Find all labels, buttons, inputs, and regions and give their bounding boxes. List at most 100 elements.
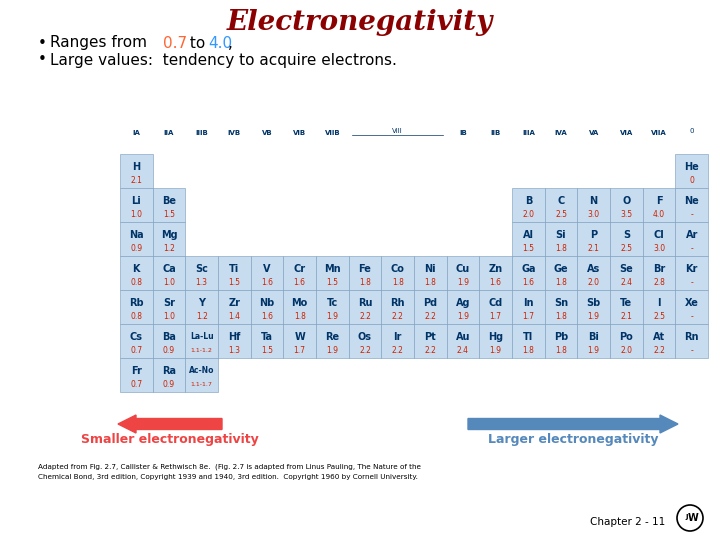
Text: V: V [264,264,271,274]
Text: Cs: Cs [130,332,143,342]
Text: 2.4: 2.4 [621,278,632,287]
Text: Pd: Pd [423,298,437,308]
Text: 1.2: 1.2 [196,312,207,321]
Text: Po: Po [619,332,633,342]
Bar [120,154,153,188]
Text: 1.6: 1.6 [522,278,534,287]
Text: 0.9: 0.9 [130,244,143,253]
Bar [480,324,512,358]
Text: 1.7: 1.7 [490,312,502,321]
Bar [544,188,577,222]
Text: 2.2: 2.2 [424,346,436,355]
Text: Li: Li [132,195,141,206]
Text: 1.5: 1.5 [261,346,273,355]
Text: Os: Os [358,332,372,342]
Text: 1.5: 1.5 [522,244,534,253]
Text: 1.8: 1.8 [523,346,534,355]
Bar [284,256,316,290]
Bar [675,290,708,324]
Text: Fr: Fr [131,366,142,376]
Text: 2.5: 2.5 [653,312,665,321]
Text: 0.7: 0.7 [163,36,187,51]
Text: 1.7: 1.7 [522,312,534,321]
Text: 1.0: 1.0 [130,210,143,219]
Text: 1.8: 1.8 [359,278,371,287]
Bar [643,290,675,324]
Bar [284,290,316,324]
Bar [446,324,480,358]
Bar [218,324,251,358]
Text: Tc: Tc [327,298,338,308]
Bar [414,324,446,358]
Bar [316,324,348,358]
Text: 1.3: 1.3 [228,346,240,355]
Text: 1.2: 1.2 [163,244,175,253]
Text: 2.2: 2.2 [392,346,404,355]
Text: IIB: IIB [490,130,501,136]
Text: Ne: Ne [684,195,699,206]
Bar [675,222,708,256]
Text: Ge: Ge [554,264,568,274]
Text: Y: Y [198,298,205,308]
Text: IIA: IIA [164,130,174,136]
Bar [577,188,610,222]
Text: Ca: Ca [162,264,176,274]
Text: Tl: Tl [523,332,534,342]
Text: Xe: Xe [685,298,698,308]
Bar [120,222,153,256]
Text: Cu: Cu [456,264,470,274]
Bar [414,256,446,290]
Text: 2.5: 2.5 [555,210,567,219]
Text: 1.1-1.2: 1.1-1.2 [191,348,212,353]
Text: Au: Au [456,332,470,342]
Text: 1.1-1.7: 1.1-1.7 [191,382,212,387]
Text: Large values:  tendency to acquire electrons.: Large values: tendency to acquire electr… [50,52,397,68]
Text: 2.0: 2.0 [588,278,600,287]
Text: 1.9: 1.9 [588,312,600,321]
Text: Electronegativity: Electronegativity [227,9,493,36]
Text: Sr: Sr [163,298,175,308]
Text: Ta: Ta [261,332,273,342]
Text: -: - [690,346,693,355]
Text: VIIA: VIIA [651,130,667,136]
Text: 1.8: 1.8 [555,312,567,321]
Bar [153,290,185,324]
Bar [643,222,675,256]
Text: 1.7: 1.7 [294,346,306,355]
Text: B: B [525,195,532,206]
Text: Fe: Fe [359,264,372,274]
Text: 0: 0 [689,176,694,185]
Text: 1.0: 1.0 [163,278,175,287]
Text: Ru: Ru [358,298,372,308]
Bar [218,290,251,324]
Bar [316,290,348,324]
Text: IIIB: IIIB [195,130,208,136]
Bar [348,256,382,290]
Text: Smaller electronegativity: Smaller electronegativity [81,434,259,447]
Text: Si: Si [556,230,567,240]
Text: As: As [587,264,600,274]
Bar [185,256,218,290]
Text: 1.9: 1.9 [457,312,469,321]
Text: ,: , [228,36,233,51]
Bar [446,290,480,324]
Text: Ir: Ir [393,332,402,342]
Bar [153,222,185,256]
Text: 2.2: 2.2 [653,346,665,355]
Text: -: - [690,210,693,219]
Text: VIII: VIII [392,128,403,134]
Bar [120,290,153,324]
Bar [610,290,643,324]
Text: 2.0: 2.0 [522,210,534,219]
Text: 3.5: 3.5 [620,210,632,219]
Bar [577,222,610,256]
Bar [414,290,446,324]
Bar [251,324,284,358]
Text: He: He [684,161,699,172]
Bar [153,358,185,392]
Text: 1.8: 1.8 [555,346,567,355]
Text: 2.5: 2.5 [621,244,632,253]
Text: W: W [294,332,305,342]
Text: O: O [622,195,631,206]
Text: Sb: Sb [587,298,600,308]
